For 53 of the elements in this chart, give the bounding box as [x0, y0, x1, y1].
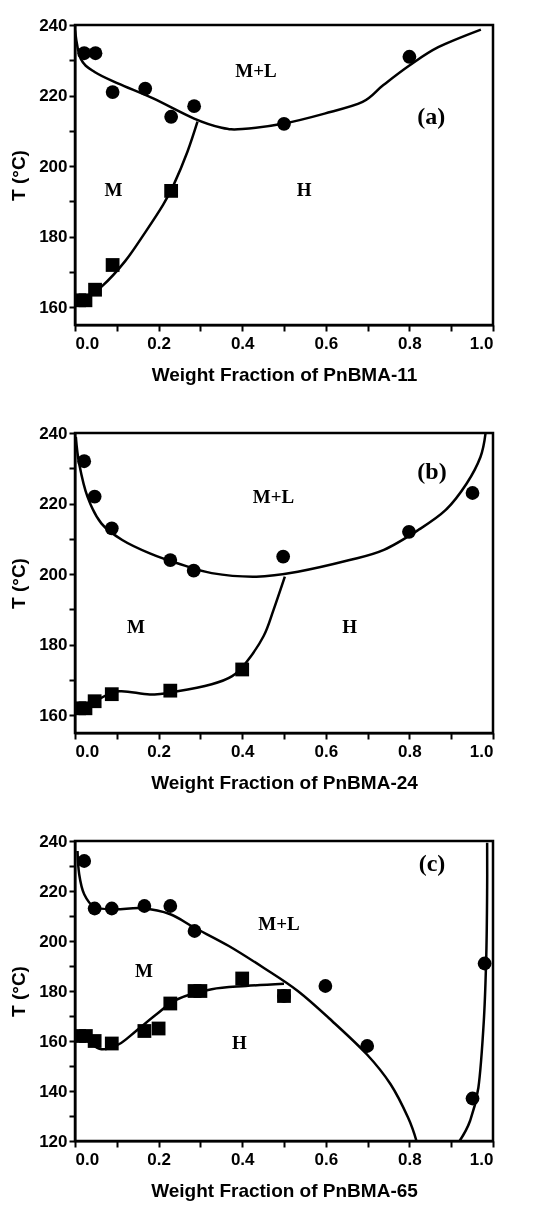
x-tick-label: 0.8 [398, 333, 422, 353]
x-tick-label: 0.4 [230, 741, 256, 761]
x-tick-label: 1.0 [469, 333, 494, 353]
y-tick-label: 160 [39, 705, 68, 725]
x-tick-label: 0.8 [398, 741, 422, 761]
annotation: (c) [418, 849, 446, 876]
x-axis-title: Weight Fraction of PnBMA-24 [151, 771, 419, 793]
x-tick-label: 0.2 [147, 333, 171, 353]
y-tick-label: 240 [39, 423, 68, 443]
y-tick-label: 220 [39, 86, 68, 106]
x-tick-label: 1.0 [469, 741, 494, 761]
y-tick-label: 220 [39, 881, 68, 901]
annotation: (b) [417, 457, 447, 484]
y-tick-label: 200 [39, 564, 68, 584]
x-tick-label: 0.2 [147, 741, 171, 761]
x-tick-label: 0.6 [314, 1149, 339, 1169]
y-tick-label: 240 [39, 15, 68, 35]
annotation: M+L [252, 485, 295, 507]
y-tick-label: 220 [39, 494, 68, 514]
y-tick-label: 140 [39, 1081, 68, 1101]
x-tick-label: 0.2 [147, 1149, 171, 1169]
x-tick-label: 0.0 [75, 333, 100, 353]
x-axis-title: Weight Fraction of PnBMA-65 [151, 1179, 419, 1201]
annotation: M+L [258, 913, 300, 935]
y-tick-label: 180 [39, 981, 68, 1001]
x-axis-title: Weight Fraction of PnBMA-11 [151, 363, 418, 385]
x-tick-label: 0.0 [75, 1149, 100, 1169]
annotation: M [135, 959, 153, 981]
y-axis-title: T (°C) [8, 966, 30, 1017]
annotation: H [296, 179, 312, 201]
y-tick-label: 240 [39, 831, 68, 851]
x-tick-label: 0.6 [314, 741, 339, 761]
annotation: H [231, 1031, 247, 1053]
x-tick-label: 0.4 [230, 333, 256, 353]
annotation: H [342, 615, 358, 637]
y-tick-label: 200 [39, 931, 68, 951]
y-axis-title: T (°C) [8, 558, 30, 609]
y-axis-title: T (°C) [8, 150, 30, 201]
y-tick-label: 120 [39, 1131, 68, 1151]
y-tick-label: 180 [39, 635, 68, 655]
x-tick-label: 0.0 [75, 741, 100, 761]
x-tick-label: 0.6 [314, 333, 339, 353]
annotation: M [104, 179, 123, 201]
x-tick-label: 1.0 [469, 1149, 494, 1169]
annotation: (a) [417, 102, 446, 129]
y-tick-label: 160 [39, 1031, 68, 1051]
x-tick-label: 0.4 [230, 1149, 256, 1169]
x-tick-label: 0.8 [398, 1149, 422, 1169]
annotation: M [127, 615, 146, 637]
y-tick-label: 160 [39, 297, 68, 317]
annotation: M+L [235, 59, 277, 81]
y-tick-label: 200 [39, 156, 68, 176]
y-tick-label: 180 [39, 227, 68, 247]
